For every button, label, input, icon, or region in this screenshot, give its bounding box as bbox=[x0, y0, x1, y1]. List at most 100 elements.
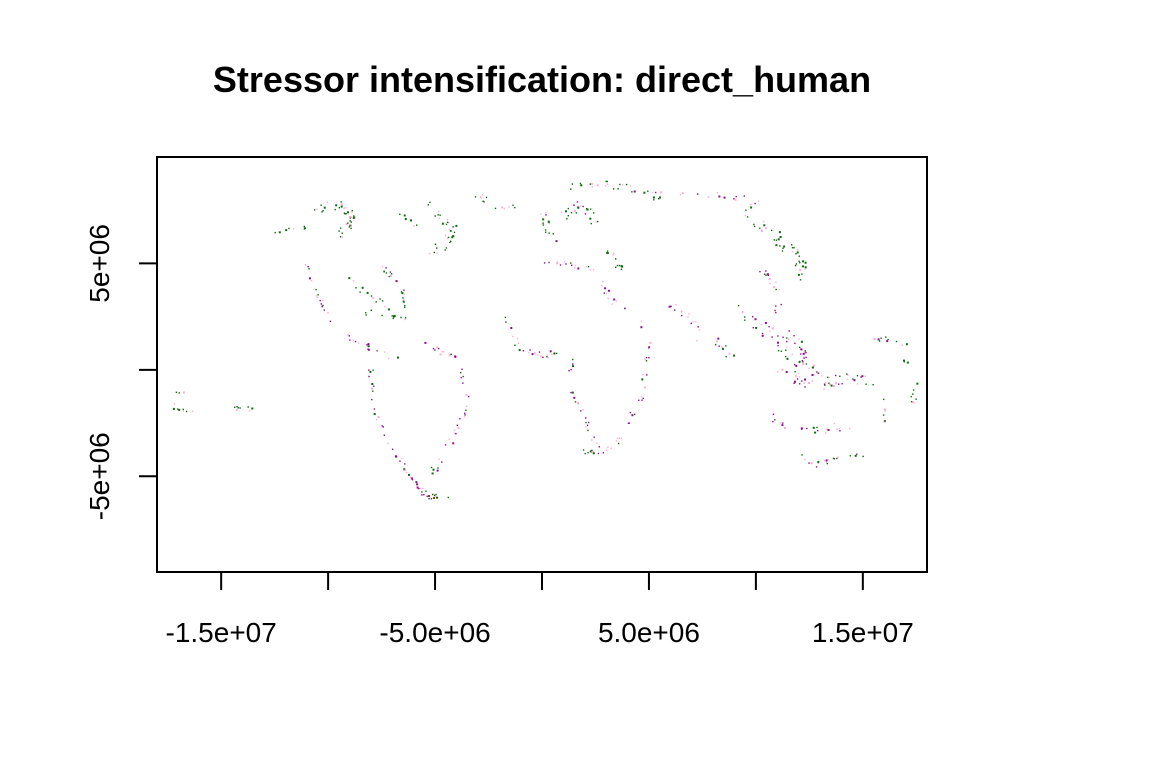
raster-cell bbox=[338, 207, 340, 209]
raster-cell bbox=[421, 491, 423, 493]
raster-cell bbox=[322, 210, 324, 212]
raster-cell bbox=[681, 314, 683, 317]
raster-cell bbox=[404, 306, 406, 308]
raster-cell bbox=[434, 243, 437, 245]
raster-cell bbox=[808, 462, 810, 464]
raster-cell bbox=[779, 236, 782, 238]
raster-cell bbox=[354, 340, 357, 343]
raster-cell bbox=[303, 225, 305, 228]
y-axis: 5e+06 -5e+06 bbox=[84, 224, 158, 520]
raster-cell bbox=[764, 322, 767, 324]
raster-cell bbox=[465, 409, 467, 411]
raster-cell bbox=[775, 244, 778, 247]
raster-cell bbox=[644, 358, 646, 360]
raster-cell bbox=[670, 305, 672, 307]
raster-cell bbox=[798, 255, 800, 257]
raster-cell bbox=[801, 380, 803, 382]
raster-cell bbox=[916, 382, 919, 385]
raster-cell bbox=[877, 338, 880, 341]
raster-cell bbox=[372, 369, 374, 371]
raster-cell bbox=[800, 353, 802, 355]
raster-cell bbox=[592, 452, 595, 455]
raster-cell bbox=[373, 413, 376, 415]
raster-cell bbox=[438, 458, 440, 460]
raster-cell bbox=[375, 418, 378, 421]
raster-cell bbox=[351, 216, 353, 218]
raster-cell bbox=[634, 413, 636, 416]
raster-cell bbox=[307, 266, 309, 268]
raster-cell bbox=[350, 227, 352, 230]
raster-cell bbox=[358, 342, 360, 344]
raster-cell bbox=[591, 186, 594, 188]
raster-cell bbox=[606, 252, 609, 254]
raster-cell bbox=[794, 363, 796, 366]
raster-cell bbox=[340, 201, 342, 203]
raster-cell bbox=[573, 396, 576, 399]
raster-cell bbox=[455, 224, 458, 227]
raster-cell bbox=[339, 236, 342, 238]
raster-cell bbox=[547, 220, 550, 223]
raster-cell bbox=[512, 335, 514, 338]
raster-cell bbox=[555, 352, 558, 355]
x-tick-label: -5.0e+06 bbox=[379, 617, 490, 648]
raster-cell bbox=[580, 184, 582, 186]
raster-cell bbox=[824, 382, 827, 384]
raster-cell bbox=[444, 234, 447, 237]
raster-cell bbox=[825, 459, 828, 462]
raster-cell bbox=[544, 229, 547, 231]
raster-cell bbox=[352, 280, 355, 282]
raster-cell bbox=[461, 368, 463, 370]
raster-cell bbox=[182, 391, 185, 394]
raster-cell bbox=[436, 469, 439, 472]
raster-cell bbox=[744, 214, 746, 217]
raster-cell bbox=[615, 266, 617, 268]
raster-cell bbox=[696, 339, 698, 342]
raster-cell bbox=[856, 453, 858, 455]
raster-cell bbox=[368, 369, 370, 371]
raster-cell bbox=[462, 375, 464, 378]
raster-cell bbox=[755, 326, 758, 329]
raster-cell bbox=[359, 291, 361, 293]
raster-cell bbox=[642, 374, 644, 376]
raster-cell bbox=[752, 327, 754, 329]
raster-cell bbox=[854, 454, 857, 457]
raster-cell bbox=[387, 442, 389, 444]
raster-cell bbox=[452, 226, 454, 228]
raster-cell bbox=[572, 363, 574, 365]
raster-cell bbox=[759, 227, 761, 229]
raster-cell bbox=[814, 431, 817, 434]
raster-cell bbox=[585, 421, 587, 424]
raster-cell bbox=[416, 483, 419, 486]
raster-cell bbox=[903, 361, 906, 363]
raster-cell bbox=[692, 321, 694, 323]
raster-cell bbox=[182, 408, 184, 411]
raster-cell bbox=[172, 407, 175, 410]
raster-cell bbox=[436, 346, 439, 349]
raster-cell bbox=[744, 316, 746, 318]
raster-cell bbox=[508, 206, 510, 208]
raster-cell bbox=[613, 298, 616, 301]
raster-cell bbox=[570, 368, 572, 371]
raster-cell bbox=[596, 184, 599, 187]
raster-cell bbox=[796, 251, 799, 254]
x-tick-label: 1.5e+07 bbox=[812, 617, 914, 648]
raster-cell bbox=[826, 462, 828, 465]
raster-cell bbox=[577, 206, 580, 209]
raster-cell bbox=[538, 351, 541, 353]
raster-cell bbox=[906, 361, 909, 364]
raster-cell bbox=[326, 201, 328, 203]
raster-cell bbox=[791, 247, 794, 249]
raster-cell bbox=[468, 395, 470, 398]
raster-cell bbox=[450, 353, 452, 355]
raster-cell bbox=[587, 266, 590, 268]
raster-cell bbox=[341, 236, 344, 238]
raster-cell bbox=[801, 273, 803, 275]
raster-cell bbox=[779, 422, 782, 424]
raster-cell bbox=[540, 355, 543, 358]
raster-cell bbox=[776, 371, 779, 373]
raster-cell bbox=[786, 357, 789, 360]
raster-cell bbox=[803, 382, 805, 384]
raster-cell bbox=[782, 336, 784, 338]
raster-cell bbox=[761, 230, 763, 233]
raster-cell bbox=[802, 363, 805, 366]
